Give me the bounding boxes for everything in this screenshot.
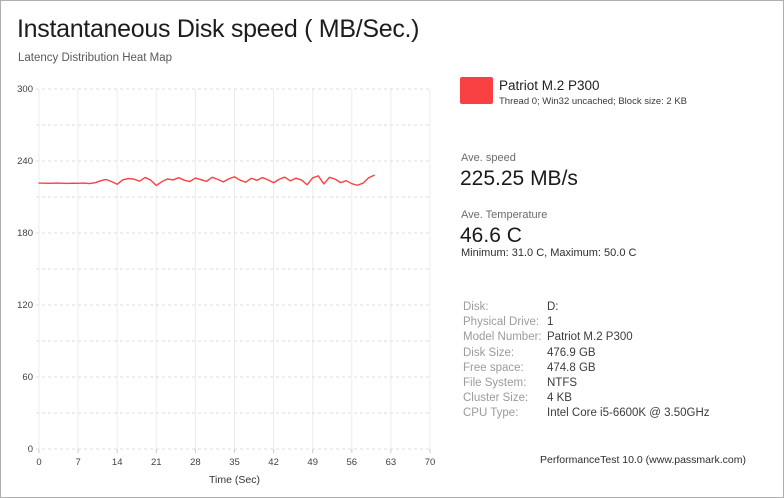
disk-info-key: File System: — [463, 377, 527, 390]
disk-info-value: Patriot M.2 P300 — [547, 331, 633, 344]
disk-info-key: Disk: — [463, 301, 489, 313]
svg-text:49: 49 — [307, 457, 318, 468]
svg-text:56: 56 — [347, 457, 358, 468]
disk-info-row: Disk Size: 476.9 GB — [463, 346, 710, 361]
disk-info-row: File System: NTFS — [463, 376, 710, 391]
svg-text:0: 0 — [28, 444, 33, 455]
disk-info-value: 476.9 GB — [547, 346, 596, 359]
disk-info-value: 4 KB — [547, 392, 572, 405]
disk-info-key: Free space: — [463, 361, 524, 374]
page-subtitle: Latency Distribution Heat Map — [18, 52, 173, 64]
disk-info-key: Physical Drive: — [463, 316, 540, 329]
disk-info-key: CPU Type: — [463, 407, 519, 420]
disk-info-value: 474.8 GB — [547, 361, 596, 374]
app-version-footer: PerformanceTest 10.0 (www.passmark.com) — [540, 454, 746, 466]
chart-legend: Patriot M.2 P300 Thread 0; Win32 uncache… — [460, 77, 687, 107]
temperature-minmax: Minimum: 31.0 C, Maximum: 50.0 C — [461, 247, 637, 259]
svg-text:21: 21 — [151, 457, 162, 468]
legend-series-details: Thread 0; Win32 uncached; Block size: 2 … — [499, 96, 687, 107]
svg-text:300: 300 — [17, 84, 33, 95]
ave-speed-label: Ave. speed — [461, 152, 516, 164]
ave-temperature-label: Ave. Temperature — [461, 209, 548, 221]
disk-info-key: Disk Size: — [463, 346, 515, 359]
svg-text:70: 70 — [425, 457, 436, 468]
disk-info-row: Model Number: Patriot M.2 P300 — [463, 330, 710, 345]
disk-info-value: Intel Core i5-6600K @ 3.50GHz — [547, 407, 710, 420]
disk-info-value: D: — [547, 301, 559, 313]
disk-speed-line-chart: 0 7 14 21 28 35 42 49 56 63 70 0 60 120 180 240 300 Time … — [17, 84, 436, 486]
svg-text:35: 35 — [229, 457, 240, 468]
page-title: Instantaneous Disk speed ( MB/Sec.) — [17, 15, 420, 43]
svg-text:28: 28 — [190, 457, 201, 468]
disk-info-value: NTFS — [547, 377, 578, 390]
disk-info-row: Physical Drive: 1 — [463, 315, 710, 330]
svg-text:42: 42 — [268, 457, 279, 468]
svg-text:63: 63 — [386, 457, 397, 468]
disk-info-row: Cluster Size: 4 KB — [463, 391, 710, 406]
disk-info-row: Disk: D: — [463, 300, 710, 315]
legend-series-name: Patriot M.2 P300 — [499, 78, 600, 93]
disk-info-value: 1 — [547, 316, 554, 329]
svg-text:240: 240 — [17, 156, 33, 167]
ave-speed-value: 225.25 MB/s — [460, 167, 578, 190]
disk-info-key: Cluster Size: — [463, 392, 529, 405]
disk-info-table: Disk: D: Physical Drive: 1 Model Number:… — [463, 300, 710, 422]
svg-text:14: 14 — [112, 457, 123, 468]
disk-info-row: CPU Type: Intel Core i5-6600K @ 3.50GHz — [463, 406, 710, 421]
legend-color-swatch — [460, 77, 493, 104]
svg-text:120: 120 — [17, 300, 33, 311]
svg-text:7: 7 — [75, 457, 80, 468]
svg-text:60: 60 — [22, 372, 33, 383]
svg-text:180: 180 — [17, 228, 33, 239]
svg-text:0: 0 — [36, 457, 41, 468]
svg-text:Time (Sec): Time (Sec) — [209, 474, 260, 486]
disk-info-key: Model Number: — [463, 331, 542, 344]
ave-temperature-value: 46.6 C — [460, 224, 522, 247]
disk-info-row: Free space: 474.8 GB — [463, 361, 710, 376]
